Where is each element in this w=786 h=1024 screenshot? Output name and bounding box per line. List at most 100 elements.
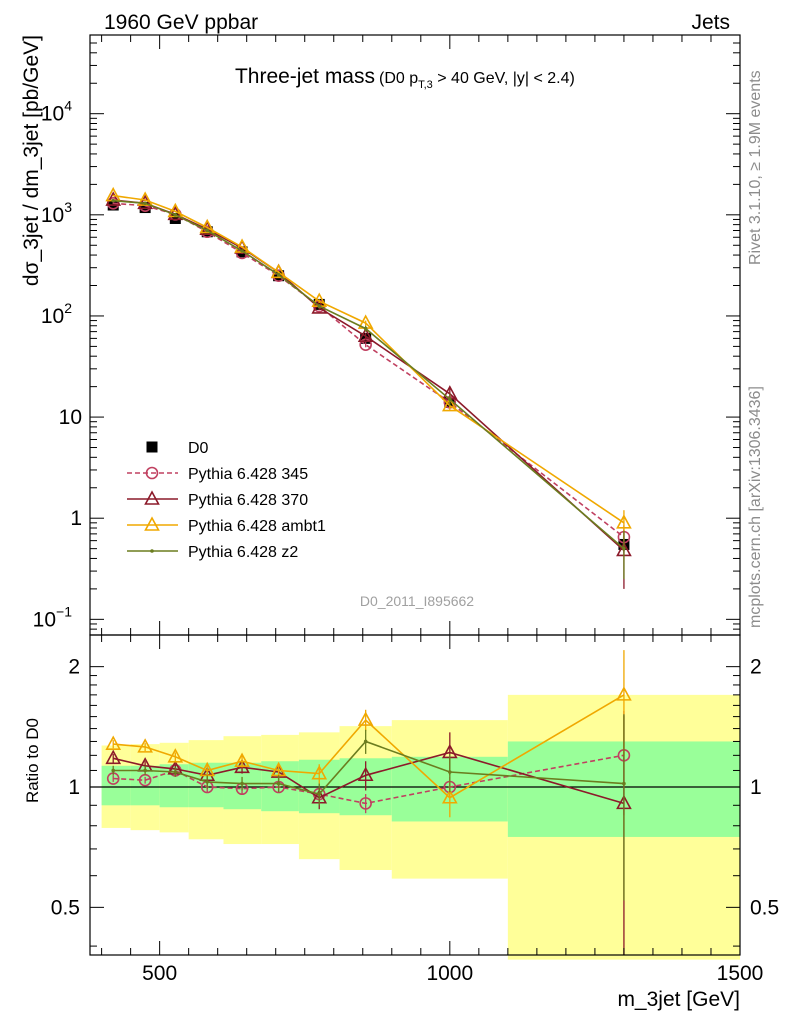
data-point	[205, 780, 210, 784]
ratio-y-tick-label: 1	[68, 776, 80, 799]
data-point	[111, 768, 116, 773]
x-tick-label: 500	[142, 962, 177, 985]
series-4	[111, 198, 626, 580]
data-point	[169, 212, 181, 224]
data-point	[240, 249, 244, 253]
data-point	[270, 263, 287, 279]
series-line	[113, 199, 625, 550]
rivet-label: Rivet 3.1.10, ≥ 1.9M events	[747, 70, 764, 265]
legend: D0 Pythia 6.428 345 Pythia 6.428 370 Pythia…	[127, 440, 326, 561]
main-title-note: (D0 pT,3 > 40 GeV, |y| < 2.4)	[379, 70, 575, 91]
data-point	[357, 327, 374, 343]
header-left: 1960 GeV ppbar	[104, 11, 258, 34]
ratio-y-tick-label-right: 0.5	[750, 896, 779, 919]
x-ticks: 500 1000 1500	[101, 35, 764, 985]
data-point	[111, 198, 116, 203]
header-right: Jets	[691, 11, 730, 34]
data-point	[143, 201, 147, 206]
data-point	[137, 738, 153, 753]
series-line	[113, 754, 625, 805]
series-0	[107, 199, 630, 552]
legend-marker	[144, 516, 160, 531]
main-y-ticks: 10−1 1 10 102 103 104	[33, 34, 740, 636]
data-point	[105, 749, 122, 765]
data-point	[441, 396, 458, 412]
legend-entry: Pythia 6.428 z2	[127, 544, 298, 561]
data-point	[357, 766, 374, 782]
series-3	[111, 714, 626, 901]
analysis-id: D0_2011_I895662	[360, 593, 474, 609]
data-point	[276, 273, 281, 277]
data-point	[359, 797, 372, 810]
legend-marker	[145, 466, 159, 480]
legend-label: D0	[188, 440, 209, 457]
ratio-y-label: Ratio to D0	[23, 718, 42, 803]
data-point	[317, 304, 322, 308]
data-point	[173, 770, 178, 774]
inner-band	[261, 761, 299, 812]
main-series	[105, 186, 632, 589]
x-tick-label: 1000	[426, 962, 473, 985]
ratio-frame	[89, 634, 741, 956]
data-point	[167, 748, 184, 763]
data-point	[441, 789, 458, 804]
mcplots-label: mcplots.cern.ch [arXiv:1306.3436]	[747, 386, 764, 628]
y-tick-label: 102	[41, 300, 72, 328]
data-point	[276, 781, 281, 786]
data-point	[173, 213, 178, 217]
y-tick-label: 10−1	[33, 603, 73, 631]
ratio-y-tick-label-right: 1	[750, 776, 762, 799]
series-1	[106, 196, 631, 554]
data-point	[616, 514, 632, 529]
series-line	[113, 694, 625, 799]
series-line	[113, 751, 625, 805]
data-point	[105, 735, 122, 750]
data-point	[448, 397, 452, 402]
data-point	[357, 711, 374, 726]
series-2	[105, 191, 632, 589]
data-point	[363, 326, 368, 331]
data-point	[311, 764, 328, 780]
data-point	[205, 228, 210, 233]
legend-marker	[144, 490, 160, 505]
ratio-y-tick-label: 2	[68, 656, 80, 679]
x-tick-label: 1500	[717, 962, 764, 985]
ratio-bands	[101, 694, 740, 960]
series-line	[113, 740, 624, 795]
legend-label: Pythia 6.428 370	[188, 492, 308, 509]
legend-marker	[146, 441, 158, 453]
data-point	[363, 739, 368, 744]
y-tick-label: 10	[59, 406, 82, 429]
legend-marker	[150, 549, 154, 553]
ratio-y-tick-label: 0.5	[51, 896, 80, 919]
data-point	[622, 781, 626, 786]
main-y-label: dσ_3jet / dm_3jet [pb/GeV]	[20, 35, 43, 286]
y-tick-label: 104	[41, 98, 72, 126]
legend-entry: Pythia 6.428 ambt1	[127, 516, 326, 535]
inner-band	[101, 765, 131, 806]
x-axis-label: m_3jet [GeV]	[617, 988, 740, 1011]
y-tick-label: 103	[41, 199, 72, 227]
data-point	[199, 218, 216, 234]
legend-label: Pythia 6.428 345	[188, 466, 308, 483]
y-tick-label: 1	[70, 507, 82, 530]
data-point	[622, 546, 626, 551]
data-point	[317, 792, 322, 796]
data-point	[105, 191, 122, 206]
series-line	[113, 202, 625, 538]
main-title: Three-jet mass	[235, 65, 375, 88]
data-point	[448, 770, 452, 774]
legend-label: Pythia 6.428 z2	[188, 544, 298, 561]
legend-entry: Pythia 6.428 345	[127, 466, 308, 483]
legend-label: Pythia 6.428 ambt1	[188, 518, 326, 535]
legend-entry: Pythia 6.428 370	[127, 490, 308, 509]
data-point	[143, 768, 147, 773]
ratio-plot-panel: 0.5 0.5 1 1 2 2 500 1000 1500 Ratio to D0 m_3je…	[23, 35, 779, 1011]
ratio-y-tick-label-right: 2	[750, 656, 762, 679]
data-point	[616, 686, 632, 701]
main-plot-panel: 10−1 1 10 102 103 104 Three-jet mass (D0 pT,3…	[20, 34, 741, 636]
series-2	[105, 650, 632, 818]
ratio-series	[105, 650, 632, 955]
ratio-y-ticks: 0.5 0.5 1 1 2 2	[51, 656, 779, 947]
